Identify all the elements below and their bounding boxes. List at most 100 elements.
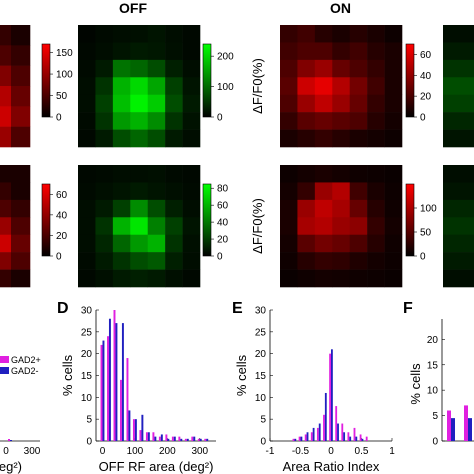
colorbar-tick-label: 100 [56, 70, 73, 81]
heatmap-cell [443, 25, 474, 43]
heatmap-cell [182, 42, 201, 61]
heatmap-cell [95, 129, 114, 148]
heatmap-cell [367, 269, 385, 288]
y-tick-label: 20 [427, 335, 439, 346]
heatmap-cell [443, 252, 474, 270]
bar-gad2-plus [158, 436, 161, 441]
bar-gad2-minus [343, 432, 346, 441]
off-header: OFF [119, 0, 147, 16]
bar-gad2-plus [298, 436, 301, 441]
bar-gad2-minus [361, 438, 364, 441]
y-tick-label: 5 [86, 415, 92, 426]
heatmap-cell [78, 129, 96, 148]
heatmap-cell [11, 269, 31, 288]
heatmap-cell [280, 217, 298, 236]
heatmap-cell [78, 42, 96, 61]
bar-gad2-minus [108, 318, 111, 441]
heatmap-cell [349, 94, 368, 113]
colorbar [41, 183, 51, 257]
heatmap-cell [443, 234, 474, 253]
bar-gad2-plus [323, 414, 325, 441]
heatmap-cell [95, 94, 114, 113]
heatmap-cell [367, 129, 385, 148]
bar-gad2-plus [8, 439, 10, 441]
heatmap-cell [112, 165, 131, 183]
heatmap-cell [443, 269, 474, 288]
colorbar-tick-label: 80 [217, 184, 229, 195]
heatmap-cell [367, 77, 385, 96]
heatmap-cell [332, 129, 351, 148]
heatmap-cell [297, 94, 316, 113]
heatmap-cell [165, 234, 183, 253]
heatmap-cell [0, 234, 12, 253]
heatmap-cell [95, 112, 114, 130]
heatmap-cell [11, 25, 31, 46]
heatmap-cell [443, 129, 474, 148]
heatmap-cell [443, 112, 474, 130]
heatmap-cell [165, 199, 183, 218]
heatmap-cell [78, 182, 96, 201]
bar-gad2-plus [145, 432, 148, 441]
x-axis-label: Area Ratio Index [283, 459, 380, 474]
heatmap-cell [314, 165, 333, 183]
bar-gad2-plus [152, 432, 155, 441]
heatmap-cell [314, 217, 333, 236]
heatmap-cell [182, 234, 201, 253]
legend-label-gad2-minus: GAD2- [11, 366, 39, 376]
heatmap-cell [0, 86, 12, 107]
legend-label-gad2-plus: GAD2+ [11, 355, 41, 365]
panel-label-e: E [232, 300, 243, 317]
legend-swatch-gad2-minus [0, 367, 9, 374]
heatmap-cell [297, 234, 316, 253]
heatmap-cell [182, 217, 201, 236]
heatmap-cell [147, 42, 166, 61]
heatmap-cell [95, 217, 114, 236]
heatmap-cell [95, 269, 114, 288]
heatmap-cell [332, 182, 351, 201]
heatmap-cell [332, 112, 351, 130]
colorbar-tick-label: 100 [420, 204, 437, 215]
bar-gad2-minus [324, 392, 327, 441]
bar-gad2-plus [292, 438, 295, 441]
heatmap-cell [165, 252, 183, 270]
y-tick-label: 15 [427, 360, 439, 371]
heatmap-cell [11, 45, 31, 66]
heatmap-cell [349, 25, 368, 43]
heatmap-cell [0, 25, 12, 46]
y-axis-label: % cells [408, 363, 423, 405]
heatmap-cell [332, 217, 351, 236]
heatmap-cell [367, 234, 385, 253]
heatmap-cell [280, 234, 298, 253]
heatmap-cell [147, 165, 166, 183]
colorbar-tick-label: 0 [56, 252, 62, 263]
heatmap-cell [443, 77, 474, 96]
x-tick-label: 1 [389, 446, 395, 457]
heatmap-cell [280, 199, 298, 218]
heatmap-cell [443, 59, 474, 78]
heatmap-cell [0, 182, 12, 201]
heatmap-cell [78, 94, 96, 113]
heatmap-cell [297, 217, 316, 236]
heatmap-cell [280, 77, 298, 96]
heatmap-cell [182, 112, 201, 130]
bar-gad2-plus [178, 436, 181, 441]
heatmap-cell [384, 234, 403, 253]
heatmap-cell [11, 217, 31, 236]
heatmap-cell [130, 129, 149, 148]
heatmap-cell [314, 252, 333, 270]
colorbar-tick-label: 60 [217, 201, 229, 212]
heatmap-cell [349, 59, 368, 78]
heatmap-cell [147, 25, 166, 43]
heatmap-cell [130, 77, 149, 96]
y-tick-label: 5 [432, 411, 438, 422]
heatmap-cell [384, 199, 403, 218]
x-tick-label: 0 [100, 446, 106, 457]
heatmap-cell [314, 129, 333, 148]
heatmap-cell [11, 65, 31, 87]
y-tick-label: 10 [427, 386, 439, 397]
bar-gad2-plus [304, 434, 307, 441]
heatmap-cell [384, 252, 403, 270]
bar-gad2-plus [365, 436, 368, 441]
heatmap-cell [314, 269, 333, 288]
heatmap-cell [280, 252, 298, 270]
